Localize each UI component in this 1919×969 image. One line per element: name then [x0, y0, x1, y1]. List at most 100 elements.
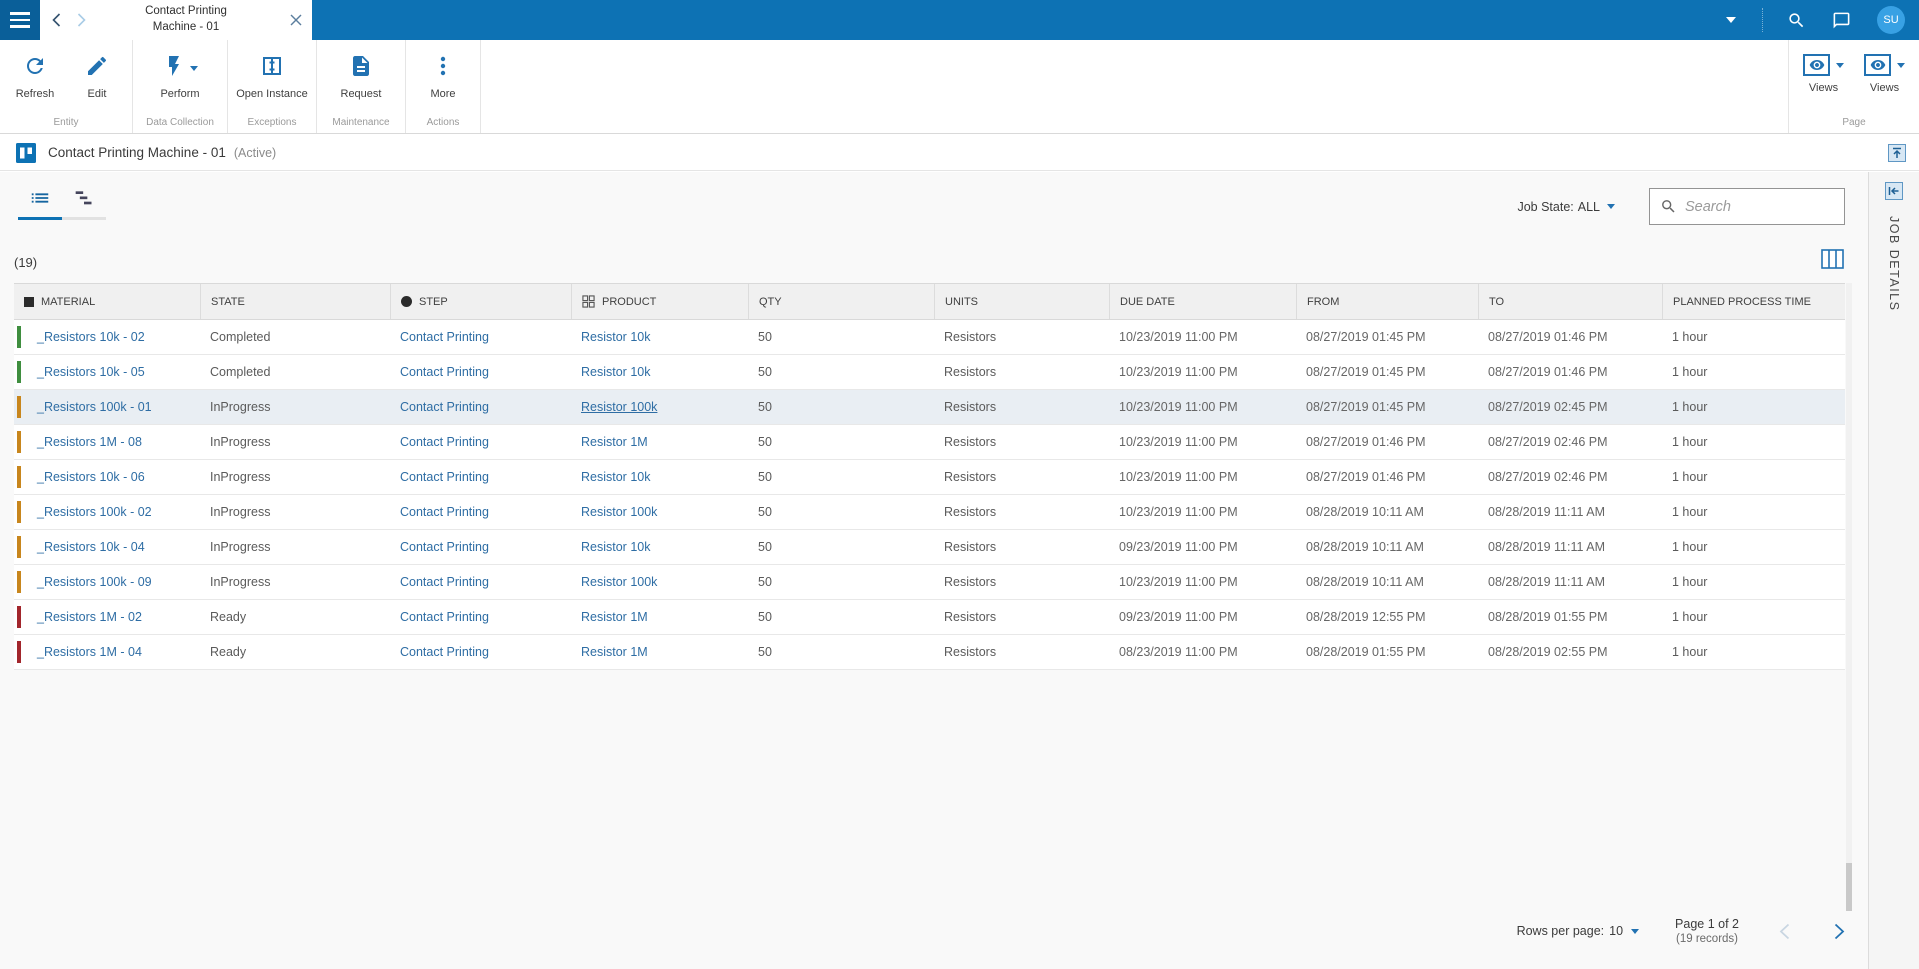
column-header-from[interactable]: FROM	[1296, 284, 1478, 319]
table-row[interactable]: _Resistors 10k - 06 InProgress Contact P…	[14, 460, 1845, 495]
planned-cell: 1 hour	[1672, 330, 1708, 344]
product-link[interactable]: Resistor 10k	[581, 470, 651, 484]
ribbon-group-actions: More Actions	[406, 40, 481, 133]
column-chooser-icon[interactable]	[1821, 249, 1844, 269]
step-link[interactable]: Contact Printing	[400, 435, 489, 449]
step-link[interactable]: Contact Printing	[400, 400, 489, 414]
product-link[interactable]: Resistor 10k	[581, 540, 651, 554]
open-instance-button[interactable]: Open Instance	[232, 54, 312, 101]
ribbon-toolbar: Refresh Edit Entity Perform Data Collect…	[0, 40, 1919, 134]
table-row[interactable]: _Resistors 100k - 01 InProgress Contact …	[14, 390, 1845, 425]
document-icon	[349, 54, 373, 83]
step-link[interactable]: Contact Printing	[400, 470, 489, 484]
column-header-qty[interactable]: QTY	[748, 284, 934, 319]
product-link[interactable]: Resistor 100k	[581, 400, 658, 414]
units-cell: Resistors	[944, 505, 997, 519]
step-link[interactable]: Contact Printing	[400, 540, 489, 554]
step-link[interactable]: Contact Printing	[400, 575, 489, 589]
product-link[interactable]: Resistor 1M	[581, 610, 648, 624]
refresh-icon	[23, 54, 47, 83]
table-row[interactable]: _Resistors 1M - 02 Ready Contact Printin…	[14, 600, 1845, 635]
material-link[interactable]: _Resistors 1M - 08	[37, 435, 142, 449]
square-icon	[24, 296, 34, 307]
list-view-toggle[interactable]	[18, 184, 62, 220]
material-link[interactable]: _Resistors 10k - 02	[37, 330, 145, 344]
view-toggle-group	[18, 184, 106, 220]
step-link[interactable]: Contact Printing	[400, 330, 489, 344]
entity-title-bar: Contact Printing Machine - 01 (Active)	[0, 135, 1919, 171]
step-link[interactable]: Contact Printing	[400, 645, 489, 659]
next-page-icon[interactable]	[1834, 923, 1845, 940]
global-search-icon[interactable]	[1787, 11, 1806, 30]
column-header-product[interactable]: PRODUCT	[571, 284, 748, 319]
perform-button[interactable]: Perform	[137, 54, 223, 101]
step-link[interactable]: Contact Printing	[400, 505, 489, 519]
ribbon-group-label-exceptions: Exceptions	[247, 117, 297, 128]
rows-per-page-dropdown[interactable]: Rows per page: 10	[1517, 924, 1640, 938]
table-row[interactable]: _Resistors 10k - 05 Completed Contact Pr…	[14, 355, 1845, 390]
column-header-step[interactable]: STEP	[390, 284, 571, 319]
product-link[interactable]: Resistor 100k	[581, 575, 658, 589]
step-link[interactable]: Contact Printing	[400, 610, 489, 624]
views-label: Views	[1869, 82, 1900, 94]
job-state-dropdown[interactable]: Job State: ALL	[1517, 200, 1615, 214]
collapse-ribbon-icon[interactable]	[1888, 144, 1906, 167]
material-link[interactable]: _Resistors 10k - 05	[37, 365, 145, 379]
table-row[interactable]: _Resistors 100k - 09 InProgress Contact …	[14, 565, 1845, 600]
column-header-planned-process-time[interactable]: PLANNED PROCESS TIME	[1662, 284, 1845, 319]
tab-close-icon[interactable]	[290, 14, 302, 26]
gantt-view-toggle[interactable]	[62, 184, 106, 220]
product-link[interactable]: Resistor 1M	[581, 435, 648, 449]
rows-per-page-caret-icon	[1631, 928, 1640, 934]
back-chevron-icon[interactable]	[52, 13, 61, 27]
column-header-state[interactable]: STATE	[200, 284, 390, 319]
step-link[interactable]: Contact Printing	[400, 365, 489, 379]
table-row[interactable]: _Resistors 1M - 08 InProgress Contact Pr…	[14, 425, 1845, 460]
views-button-secondary[interactable]: Views	[1864, 54, 1905, 117]
job-state-label: Job State:	[1517, 199, 1574, 214]
material-link[interactable]: _Resistors 1M - 04	[37, 645, 142, 659]
product-link[interactable]: Resistor 10k	[581, 365, 651, 379]
views-button-primary[interactable]: Views	[1803, 54, 1844, 117]
request-button[interactable]: Request	[321, 54, 401, 101]
to-cell: 08/28/2019 02:55 PM	[1488, 645, 1608, 659]
product-link[interactable]: Resistor 100k	[581, 505, 658, 519]
table-row[interactable]: _Resistors 100k - 02 InProgress Contact …	[14, 495, 1845, 530]
due-cell: 10/23/2019 11:00 PM	[1119, 435, 1238, 449]
material-link[interactable]: _Resistors 10k - 06	[37, 470, 145, 484]
product-link[interactable]: Resistor 1M	[581, 645, 648, 659]
column-header-to[interactable]: TO	[1478, 284, 1662, 319]
vertical-scrollbar[interactable]	[1846, 283, 1852, 911]
feedback-chat-icon[interactable]	[1832, 11, 1851, 30]
refresh-label: Refresh	[15, 88, 55, 100]
column-header-due-date[interactable]: DUE DATE	[1109, 284, 1296, 319]
previous-page-icon[interactable]	[1779, 923, 1790, 940]
column-header-material[interactable]: MATERIAL	[14, 284, 200, 319]
scrollbar-thumb[interactable]	[1846, 863, 1852, 911]
list-icon	[29, 187, 51, 214]
material-link[interactable]: _Resistors 10k - 04	[37, 540, 145, 554]
more-button[interactable]: More	[410, 54, 476, 101]
edit-button[interactable]: Edit	[66, 54, 128, 101]
column-header-units[interactable]: UNITS	[934, 284, 1109, 319]
records-label: (19 records)	[1676, 933, 1739, 945]
material-link[interactable]: _Resistors 100k - 02	[37, 505, 152, 519]
user-avatar[interactable]: SU	[1877, 6, 1905, 34]
refresh-button[interactable]: Refresh	[4, 54, 66, 101]
material-link[interactable]: _Resistors 100k - 09	[37, 575, 152, 589]
forward-chevron-icon[interactable]	[77, 13, 86, 27]
expand-panel-icon[interactable]	[1885, 182, 1903, 200]
page-info: Page 1 of 2 (19 records)	[1675, 917, 1739, 945]
tab-overflow-caret-icon[interactable]	[1726, 17, 1736, 23]
search-input[interactable]	[1685, 198, 1834, 215]
entity-tab[interactable]: Contact Printing Machine - 01	[40, 0, 312, 40]
material-link[interactable]: _Resistors 1M - 02	[37, 610, 142, 624]
table-row[interactable]: _Resistors 1M - 04 Ready Contact Printin…	[14, 635, 1845, 670]
table-row[interactable]: _Resistors 10k - 04 InProgress Contact P…	[14, 530, 1845, 565]
hamburger-menu-icon[interactable]	[0, 0, 40, 40]
circle-icon	[401, 296, 412, 307]
table-row[interactable]: _Resistors 10k - 02 Completed Contact Pr…	[14, 320, 1845, 355]
tab-title: Contact Printing Machine - 01	[145, 5, 227, 33]
product-link[interactable]: Resistor 10k	[581, 330, 651, 344]
material-link[interactable]: _Resistors 100k - 01	[37, 400, 152, 414]
